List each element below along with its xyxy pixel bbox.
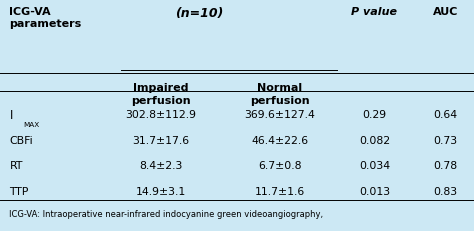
Text: 302.8±112.9: 302.8±112.9 (126, 110, 197, 121)
Text: I: I (9, 109, 13, 122)
Text: 6.7±0.8: 6.7±0.8 (258, 161, 301, 171)
Text: ICG-VA
parameters: ICG-VA parameters (9, 7, 82, 29)
Text: 31.7±17.6: 31.7±17.6 (133, 136, 190, 146)
Text: AUC: AUC (433, 7, 458, 17)
Text: TTP: TTP (9, 187, 29, 197)
Text: 0.73: 0.73 (434, 136, 457, 146)
Text: CBFi: CBFi (9, 136, 33, 146)
Text: P value: P value (351, 7, 398, 17)
Text: 11.7±1.6: 11.7±1.6 (255, 187, 305, 197)
Text: MAX: MAX (23, 122, 39, 128)
Text: 0.64: 0.64 (434, 110, 457, 121)
Text: 0.034: 0.034 (359, 161, 390, 171)
Text: Impaired
perfusion: Impaired perfusion (131, 83, 191, 106)
Text: 0.29: 0.29 (363, 110, 386, 121)
Text: (n=10): (n=10) (175, 7, 223, 20)
Text: 0.78: 0.78 (434, 161, 457, 171)
Text: 0.082: 0.082 (359, 136, 390, 146)
Text: RT: RT (9, 161, 23, 171)
Text: 8.4±2.3: 8.4±2.3 (139, 161, 183, 171)
Text: ICG-VA: Intraoperative near-infrared indocyanine green videoangiography,: ICG-VA: Intraoperative near-infrared ind… (9, 210, 324, 219)
Text: 0.83: 0.83 (434, 187, 457, 197)
Text: 14.9±3.1: 14.9±3.1 (136, 187, 186, 197)
Text: 46.4±22.6: 46.4±22.6 (251, 136, 308, 146)
Text: 0.013: 0.013 (359, 187, 390, 197)
Text: Normal
perfusion: Normal perfusion (250, 83, 310, 106)
Text: 369.6±127.4: 369.6±127.4 (244, 110, 315, 121)
